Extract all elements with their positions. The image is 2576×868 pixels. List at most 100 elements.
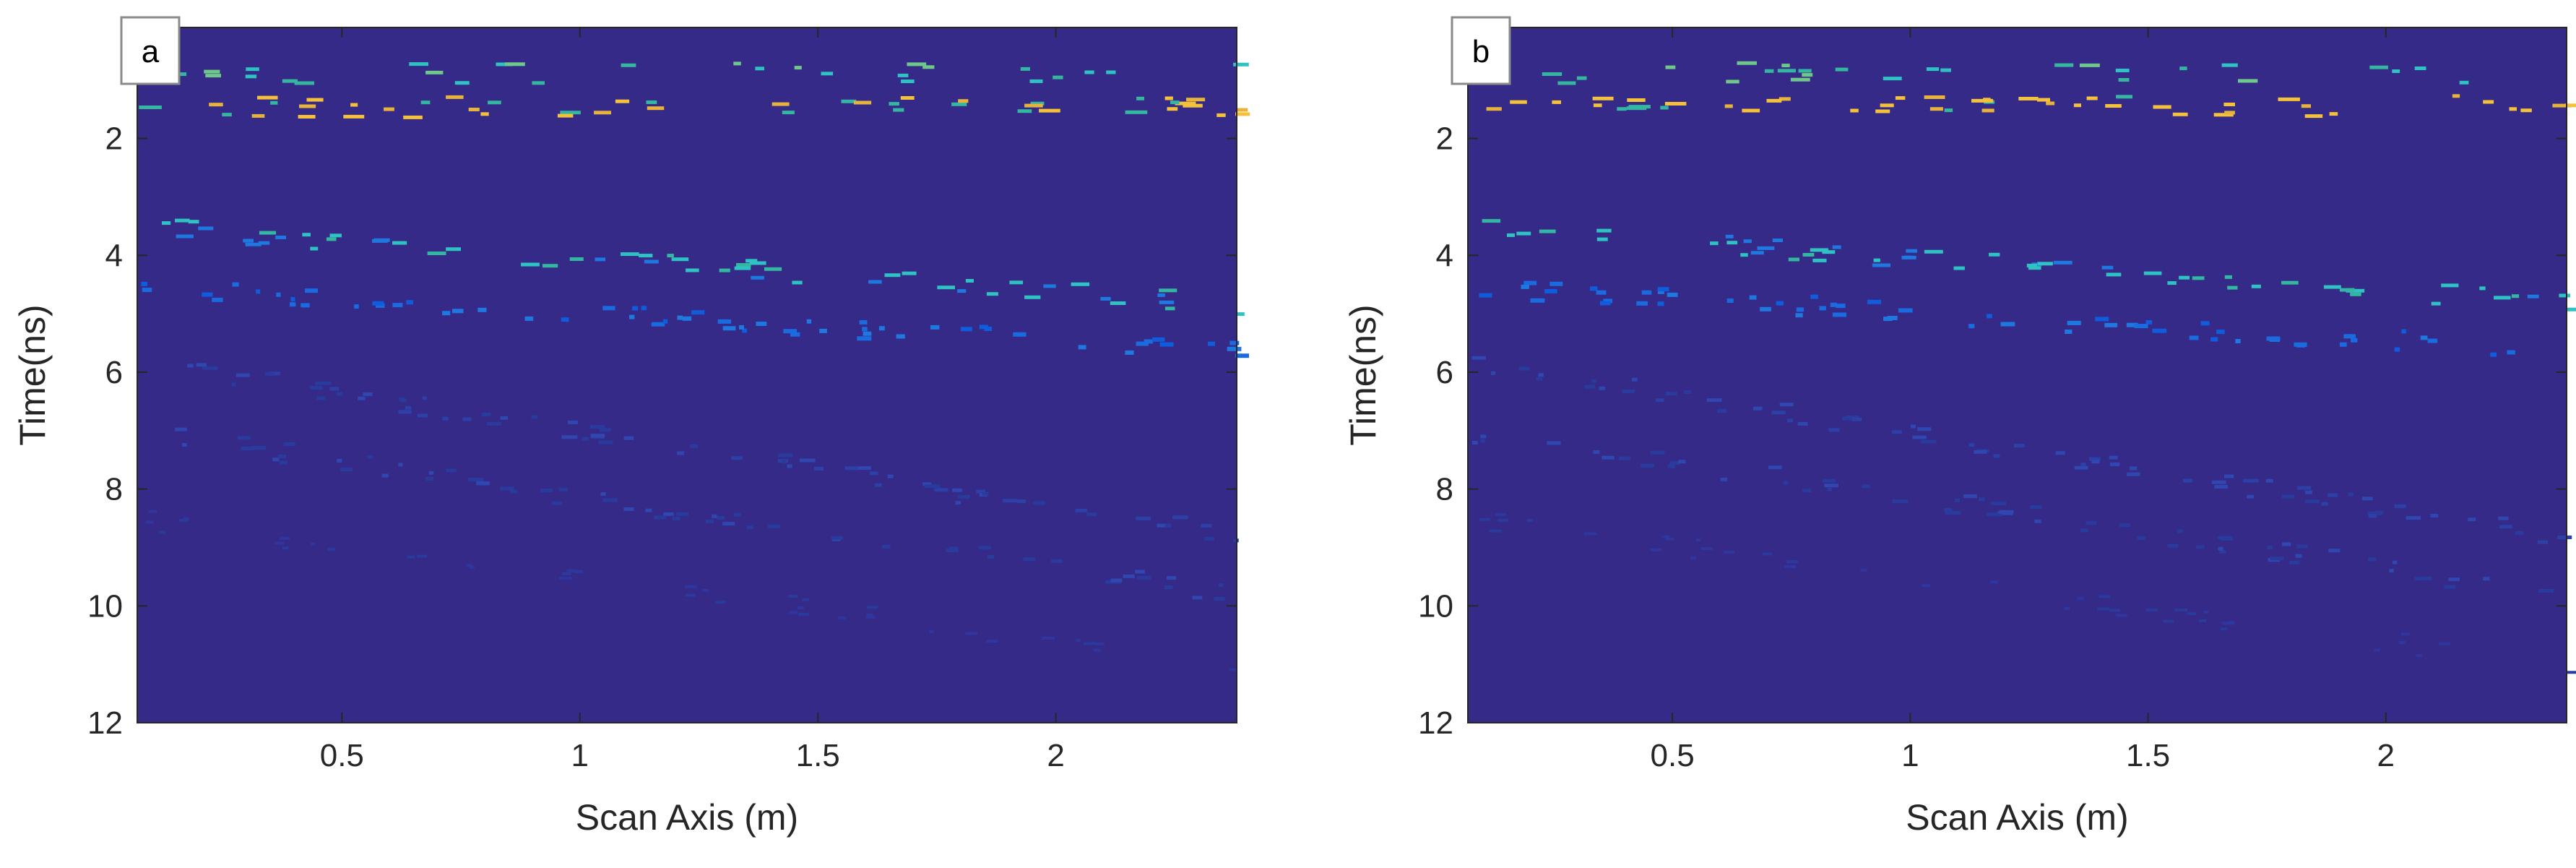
heatmap-cell — [2097, 608, 2109, 611]
heatmap-cell — [937, 285, 955, 289]
heatmap-cell — [2483, 577, 2489, 580]
heatmap-cell — [800, 458, 816, 462]
heatmap-cell — [1667, 293, 1678, 297]
heatmap-cell — [778, 454, 793, 457]
heatmap-cell — [568, 421, 578, 424]
heatmap-cell — [647, 106, 665, 110]
heatmap-cell — [875, 484, 882, 487]
heatmap-cell — [552, 502, 562, 505]
heatmap-cell — [406, 300, 413, 304]
heatmap-cell — [1945, 108, 1953, 112]
heatmap-cell — [600, 428, 611, 431]
heatmap-cell — [1136, 342, 1149, 346]
heatmap-cell — [1157, 293, 1165, 297]
heatmap-cell — [1767, 99, 1782, 103]
heatmap-cell — [2046, 102, 2054, 106]
heatmap-cell — [621, 252, 639, 256]
heatmap-cell — [1812, 259, 1826, 262]
heatmap-cell — [733, 61, 741, 65]
heatmap-cell — [1497, 519, 1509, 522]
heatmap-cell — [284, 442, 295, 446]
heatmap-cell — [600, 492, 605, 496]
heatmap-cell — [204, 70, 220, 74]
heatmap-cell — [1875, 110, 1890, 113]
heatmap-cell — [2340, 343, 2347, 347]
heatmap-cell — [951, 103, 967, 106]
heatmap-cell — [582, 437, 589, 441]
heatmap-cell — [1208, 342, 1215, 346]
heatmap-cell — [750, 262, 766, 265]
heatmap-cell — [1043, 284, 1055, 288]
heatmap-cell — [2001, 322, 2015, 327]
heatmap-cell — [2490, 353, 2497, 357]
heatmap-cell — [1872, 264, 1890, 267]
heatmap-cell — [425, 477, 433, 481]
heatmap-cell — [647, 100, 657, 104]
heatmap-cell — [532, 81, 545, 85]
heatmap-cell — [2075, 466, 2088, 470]
heatmap-cell — [1584, 385, 1595, 389]
heatmap-cell — [838, 616, 846, 619]
heatmap-cell — [1717, 409, 1726, 413]
heatmap-cell — [477, 308, 486, 312]
heatmap-cell — [409, 62, 428, 66]
heatmap-cell — [2559, 293, 2570, 297]
heatmap-cell — [2127, 473, 2140, 476]
heatmap-cell — [1617, 107, 1626, 111]
heatmap-cell — [1921, 440, 1937, 444]
heatmap-cell — [1084, 643, 1097, 645]
heatmap-cell — [854, 101, 871, 105]
x-axis-title: Scan Axis (m) — [1906, 797, 2128, 838]
heatmap-cell — [1165, 97, 1173, 100]
heatmap-cell — [2110, 463, 2119, 466]
heatmap-cell — [2174, 609, 2187, 611]
heatmap-cell — [455, 81, 470, 85]
heatmap-cell — [2173, 113, 2188, 116]
heatmap-cell — [1495, 513, 1506, 516]
heatmap-cell — [1165, 306, 1175, 310]
heatmap-cell — [2343, 334, 2356, 338]
heatmap-cell — [2414, 577, 2422, 580]
heatmap-cell — [1701, 547, 1713, 550]
heatmap-cell — [1597, 238, 1608, 241]
heatmap-cell — [646, 509, 652, 512]
heatmap-cell — [782, 460, 787, 463]
heatmap-cell — [1874, 259, 1880, 262]
x-tick-label: 1 — [1901, 738, 1919, 773]
heatmap-cell — [2324, 285, 2341, 289]
heatmap-cell — [2567, 308, 2576, 311]
panel-label: b — [1472, 34, 1490, 69]
heatmap-cell — [644, 260, 659, 264]
heatmap-cell — [735, 267, 751, 270]
heatmap-cell — [280, 537, 290, 540]
heatmap-cell — [1629, 105, 1651, 108]
heatmap-cell — [1507, 233, 1515, 237]
heatmap-cell — [1797, 307, 1804, 311]
heatmap-cell — [562, 572, 571, 575]
heatmap-cell — [330, 233, 342, 237]
heatmap-cell — [798, 606, 804, 609]
heatmap-cell — [2428, 339, 2438, 343]
heatmap-cell — [358, 397, 365, 400]
heatmap-cell — [238, 436, 251, 439]
heatmap-cell — [2235, 339, 2240, 343]
heatmap-cell — [1836, 304, 1846, 308]
heatmap-cell — [2102, 266, 2114, 270]
heatmap-cell — [2296, 545, 2308, 549]
heatmap-cell — [821, 72, 834, 75]
heatmap-cell — [560, 111, 581, 114]
heatmap-cell — [482, 413, 490, 416]
heatmap-cell — [275, 236, 286, 239]
heatmap-cell — [327, 548, 335, 551]
heatmap-cell — [2056, 451, 2065, 455]
heatmap-cell — [595, 257, 606, 261]
heatmap-cell — [1518, 367, 1529, 371]
heatmap-cell — [1487, 107, 1502, 111]
heatmap-cell — [2104, 323, 2117, 327]
heatmap-cell — [1557, 82, 1576, 85]
y-tick-label: 10 — [1418, 588, 1453, 624]
heatmap-cell — [2266, 479, 2273, 483]
heatmap-cell — [329, 387, 339, 390]
heatmap-cell — [952, 489, 962, 492]
heatmap-cell — [382, 474, 389, 478]
